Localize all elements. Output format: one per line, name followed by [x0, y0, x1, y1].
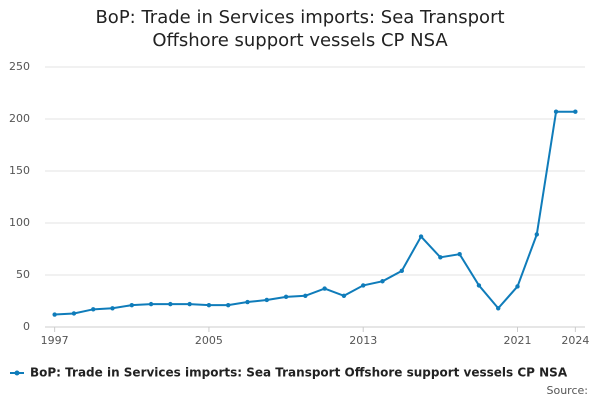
- point: [168, 301, 173, 307]
- x-tick-label: 2005: [195, 334, 223, 347]
- point: [361, 283, 366, 288]
- point: [91, 307, 96, 312]
- point: [129, 302, 134, 308]
- point: [110, 306, 115, 311]
- x-tick-label: 2013: [349, 334, 377, 347]
- y-tick-label: 250: [9, 60, 30, 73]
- point: [322, 286, 327, 291]
- point: [245, 299, 250, 305]
- point: [534, 232, 539, 237]
- point: [187, 301, 192, 307]
- point: [399, 268, 404, 274]
- point: [418, 234, 424, 239]
- point: [457, 252, 462, 257]
- point: [573, 109, 578, 114]
- point: [148, 301, 154, 307]
- point: [515, 284, 520, 289]
- x-tick-label: 2021: [504, 334, 532, 347]
- point: [264, 297, 269, 303]
- point: [496, 306, 501, 311]
- source: Source:: [547, 384, 589, 397]
- point: [553, 109, 559, 114]
- y-tick-label: 200: [9, 112, 30, 125]
- y-tick-label: 150: [9, 164, 30, 177]
- point: [52, 312, 57, 317]
- point: [71, 311, 77, 316]
- y-tick-label: 100: [9, 216, 30, 229]
- y-tick-label: 0: [23, 320, 30, 333]
- point: [438, 255, 443, 260]
- point: [380, 279, 385, 284]
- point: [476, 283, 482, 288]
- point: [206, 302, 212, 308]
- point: [341, 293, 347, 298]
- legend-marker: [14, 370, 20, 376]
- point: [226, 302, 231, 308]
- chart-title: BoP: Trade in Services imports: Sea Tran…: [95, 7, 505, 51]
- point: [303, 293, 308, 298]
- series-line: [54, 110, 576, 316]
- y-tick-label: 50: [16, 268, 30, 281]
- legend-label: BoP: Trade in Services imports: Sea Tran…: [30, 366, 568, 380]
- point: [283, 294, 289, 300]
- x-tick-label: 2024: [561, 334, 589, 347]
- x-tick-label: 1997: [41, 334, 69, 347]
